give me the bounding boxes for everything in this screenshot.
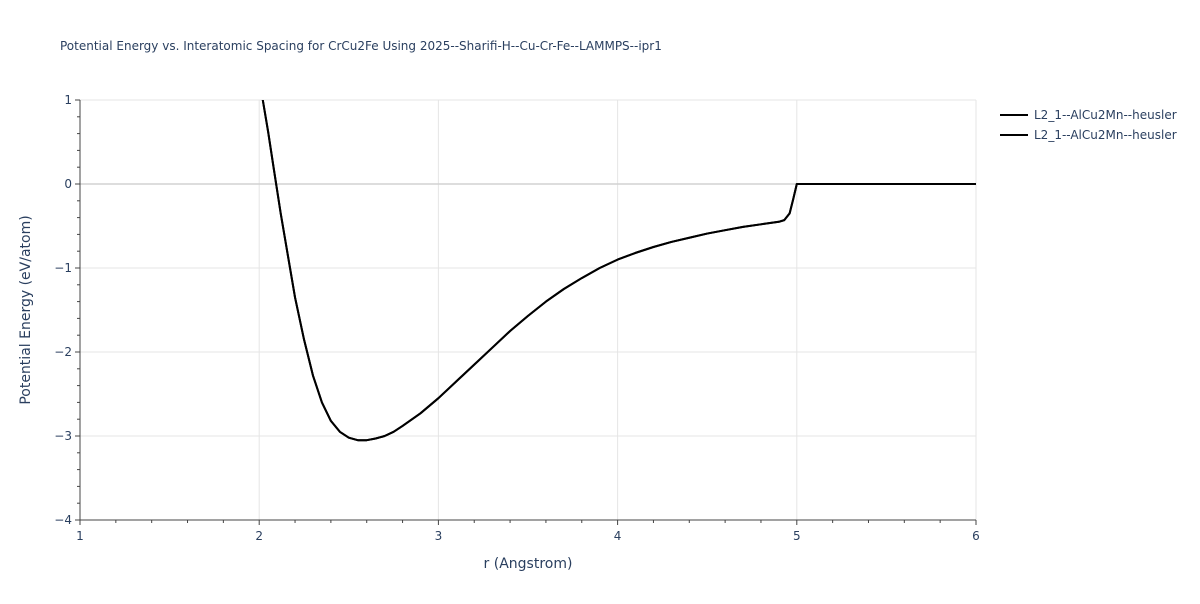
y-axis-title: Potential Energy (eV/atom) <box>18 215 34 404</box>
tick-labels: 1 2 3 4 5 6 −4 −3 −2 −1 0 1 <box>54 93 980 543</box>
y-tick-label: −3 <box>54 429 72 443</box>
axes <box>75 99 977 525</box>
legend-label-2[interactable]: L2_1--AlCu2Mn--heusler <box>1034 128 1177 142</box>
chart-title: Potential Energy vs. Interatomic Spacing… <box>60 39 662 53</box>
y-tick-label: 1 <box>64 93 72 107</box>
y-tick-label: −2 <box>54 345 72 359</box>
legend: L2_1--AlCu2Mn--heusler L2_1--AlCu2Mn--heu… <box>1000 108 1177 142</box>
y-tick-label: −4 <box>54 513 72 527</box>
y-tick-label: −1 <box>54 261 72 275</box>
x-axis-title: r (Angstrom) <box>484 556 573 572</box>
plot-area <box>261 100 976 442</box>
x-tick-label: 5 <box>793 529 801 543</box>
x-tick-label: 3 <box>435 529 443 543</box>
series-line-2 <box>261 100 976 442</box>
legend-label-1[interactable]: L2_1--AlCu2Mn--heusler <box>1034 108 1177 122</box>
x-tick-label: 2 <box>255 529 263 543</box>
x-tick-label: 1 <box>76 529 84 543</box>
x-tick-label: 6 <box>972 529 980 543</box>
y-tick-label: 0 <box>64 177 72 191</box>
x-tick-label: 4 <box>614 529 622 543</box>
